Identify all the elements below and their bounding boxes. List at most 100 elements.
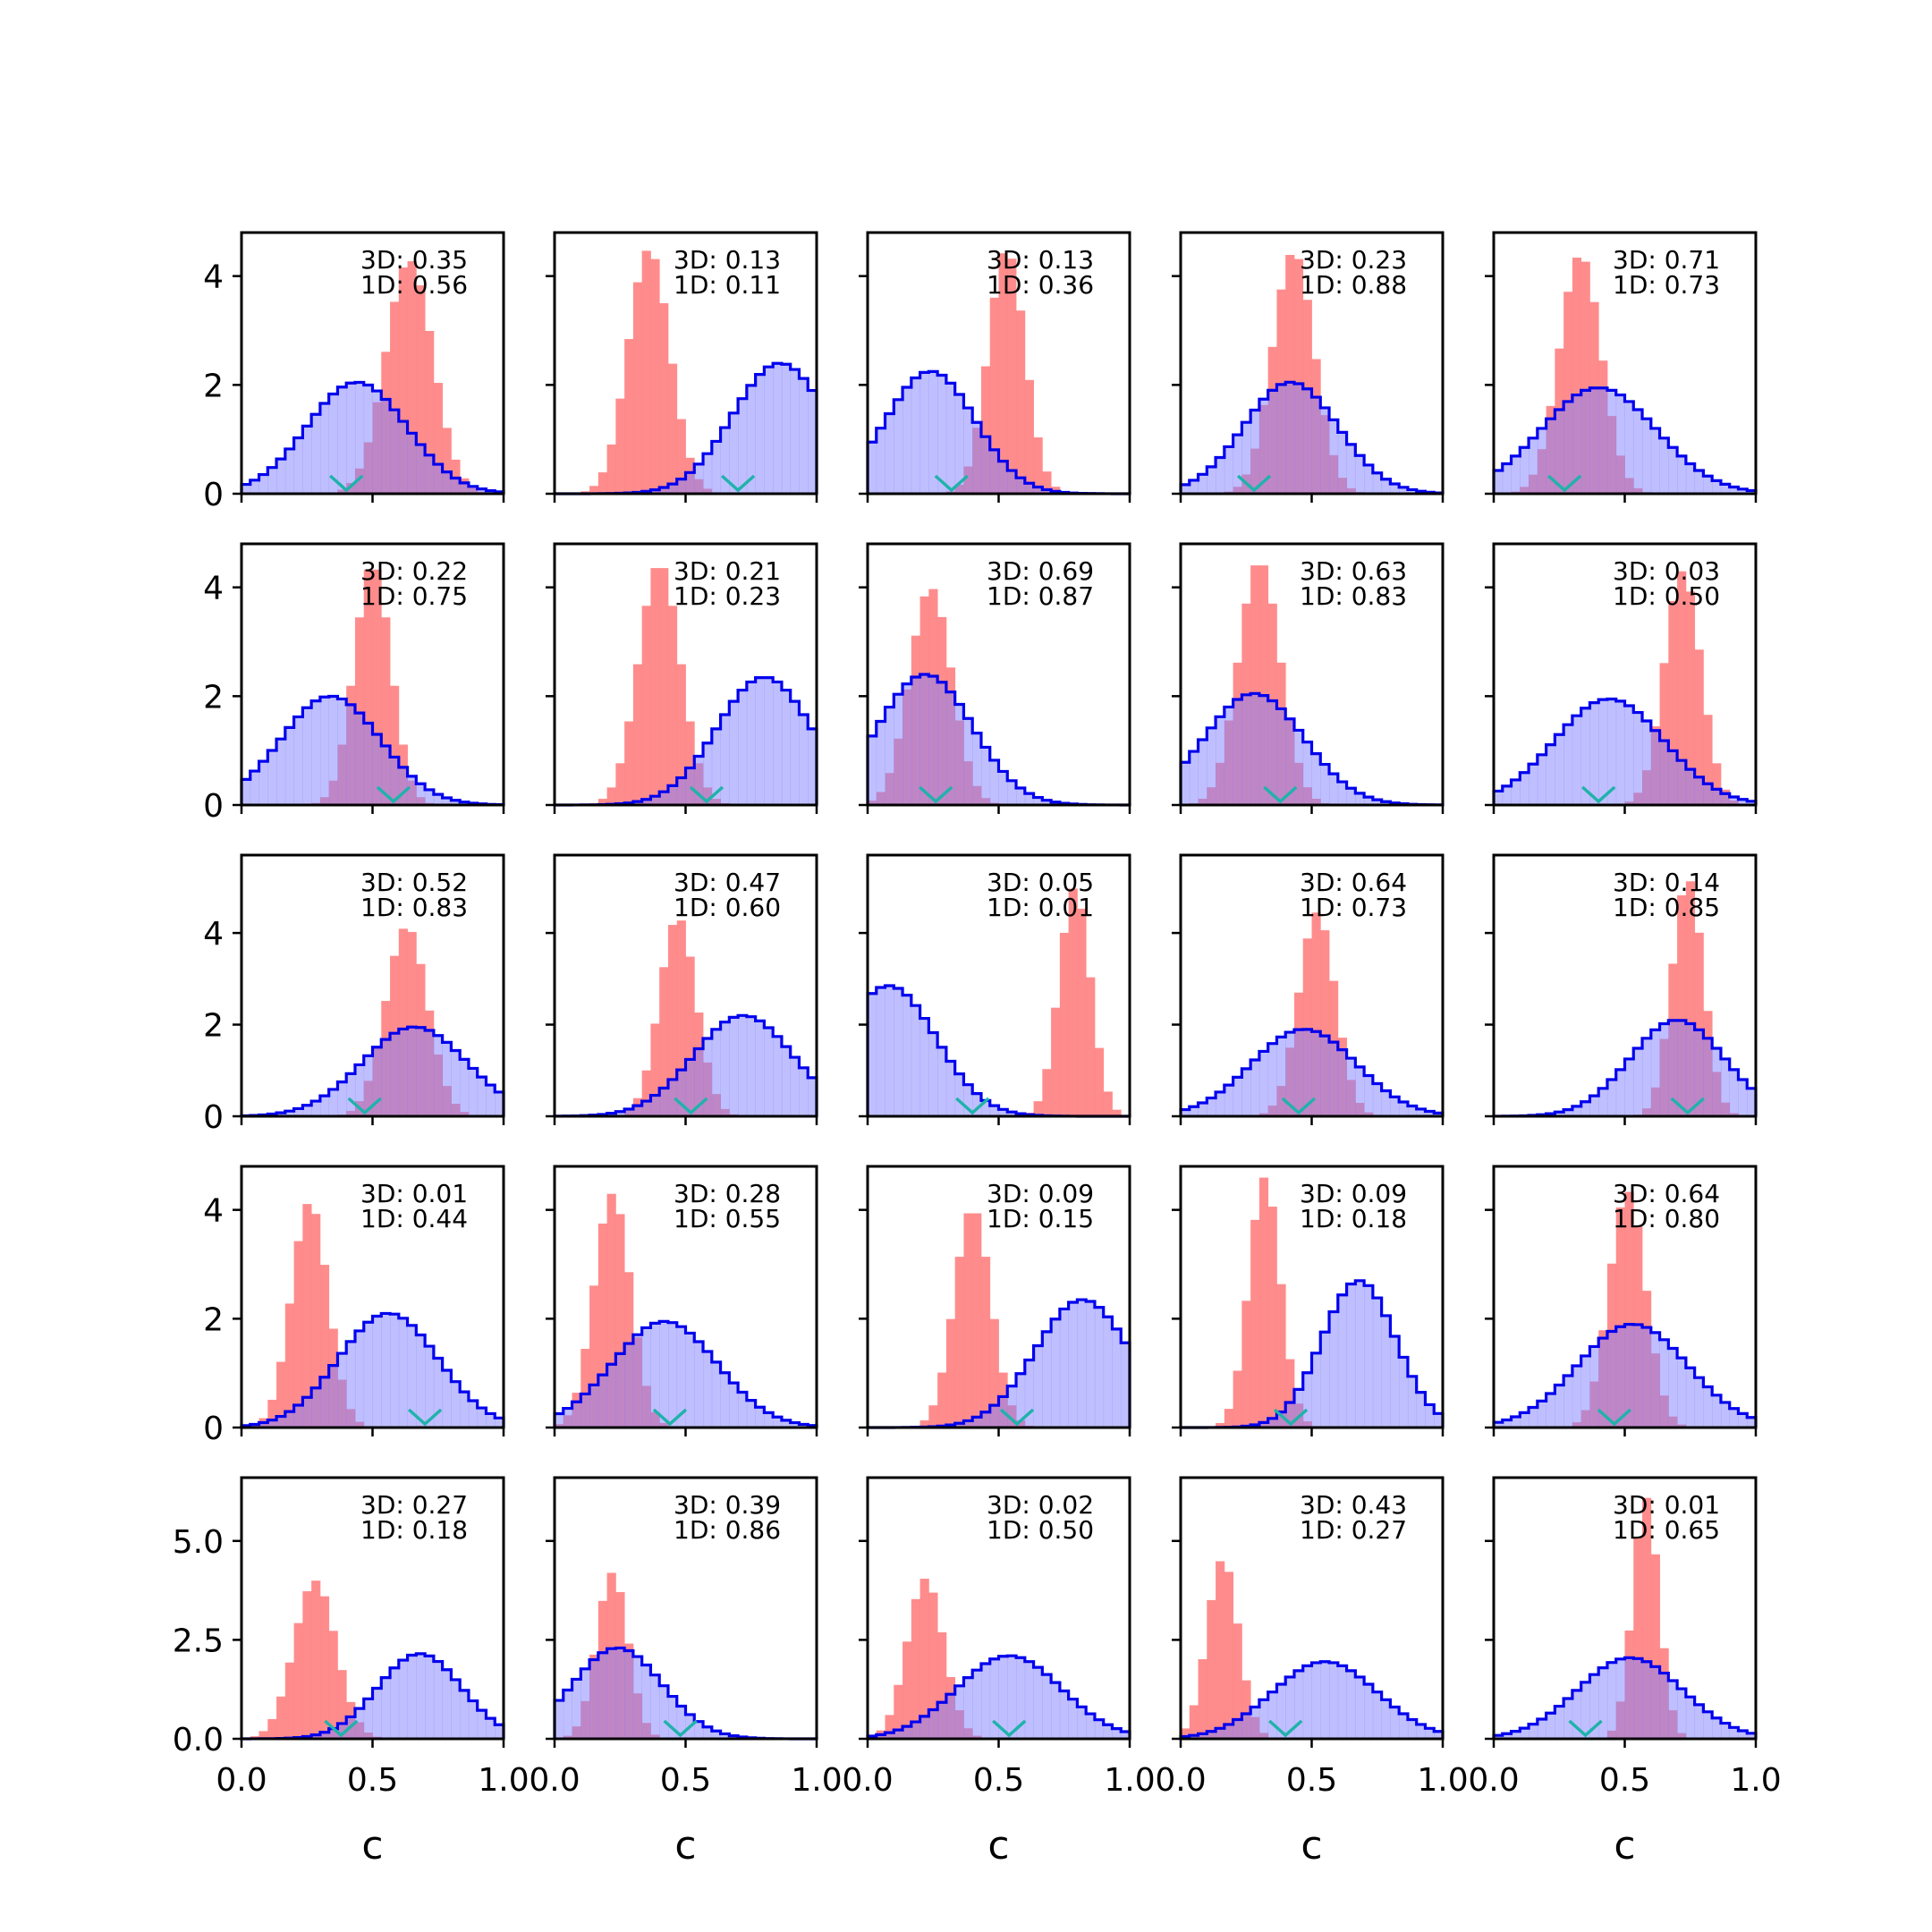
red-bar: [1059, 932, 1070, 1116]
red-bar: [954, 1257, 964, 1428]
red-bar: [1224, 1572, 1233, 1739]
blue-bar: [451, 1381, 461, 1428]
red-bar: [894, 1684, 903, 1739]
blue-bar: [720, 1372, 730, 1428]
blue-bar: [1650, 1030, 1660, 1116]
blue-bar: [442, 1669, 452, 1739]
blue-bar: [363, 723, 373, 805]
y-tick-label: 0: [203, 1099, 224, 1136]
blue-bar: [1033, 1667, 1043, 1739]
blue-bar: [1337, 1294, 1347, 1428]
blue-bar: [1024, 483, 1034, 494]
marker-chevron: [663, 1719, 698, 1738]
blue-bar: [1520, 447, 1530, 494]
red-bar: [980, 1257, 991, 1428]
blue-bar: [276, 739, 286, 805]
blue-bar: [1007, 780, 1017, 805]
blue-bar: [989, 1106, 999, 1116]
blue-bar: [1615, 394, 1625, 494]
blue-bar: [711, 441, 721, 494]
blue-step-outline: [1179, 1660, 1445, 1739]
red-bar: [1250, 565, 1260, 805]
blue-bar: [1633, 409, 1643, 494]
red-bar: [1685, 591, 1696, 805]
blue-bar: [885, 986, 894, 1116]
blue-bar: [1311, 397, 1321, 494]
marker-chevron: [999, 1408, 1035, 1427]
score-3d-label: 3D: 0.01: [360, 1179, 468, 1208]
blue-bar: [346, 1341, 356, 1428]
blue-bar: [1320, 1661, 1330, 1739]
blue-bar: [1364, 797, 1374, 805]
blue-bar: [928, 676, 938, 805]
marker-chevron: [329, 474, 364, 493]
blue-bar: [1311, 1352, 1321, 1428]
blue-bar: [1502, 1419, 1512, 1428]
blue-bar: [477, 488, 487, 494]
blue-step-outline: [1492, 1323, 1758, 1428]
blue-bar: [755, 374, 765, 494]
score-3d-label: 3D: 0.63: [1300, 556, 1407, 586]
blue-bar: [650, 1674, 660, 1739]
red-bar: [390, 685, 400, 805]
blue-bar: [425, 1656, 435, 1739]
blue-bar: [416, 1335, 426, 1428]
red-bar: [597, 799, 607, 805]
marker-chevron: [992, 1719, 1027, 1738]
blue-bar: [293, 1108, 303, 1116]
blue-bar: [711, 1361, 721, 1428]
blue-bar: [1181, 484, 1191, 494]
blue-bar: [319, 1377, 330, 1428]
blue-bar: [1703, 476, 1713, 494]
blue-bar: [1399, 1713, 1409, 1739]
blue-bar: [764, 1027, 774, 1116]
blue-bar: [284, 727, 294, 805]
x-tick-label: 0.5: [973, 1762, 1024, 1799]
red-bar: [1712, 763, 1722, 805]
blue-bar: [799, 1424, 809, 1428]
blue-bar: [1285, 1032, 1295, 1116]
blue-bar: [250, 1424, 259, 1428]
blue-bar: [650, 1095, 660, 1116]
blue-bar: [963, 1084, 973, 1116]
red-bar: [963, 1213, 973, 1428]
blue-bar: [746, 385, 757, 494]
blue-bar: [1537, 1719, 1546, 1739]
blue-bar: [963, 1677, 973, 1739]
score-1d-label: 1D: 0.86: [674, 1515, 781, 1545]
red-bar: [1285, 1359, 1295, 1428]
red-bar: [1042, 471, 1052, 494]
blue-bar: [1364, 1285, 1374, 1428]
blue-bar: [738, 1392, 748, 1428]
blue-bar: [1580, 708, 1590, 805]
score-1d-label: 1D: 0.11: [674, 270, 781, 300]
red-bar: [1241, 1680, 1251, 1739]
blue-bar: [1059, 1309, 1070, 1428]
blue-bar: [1059, 1690, 1070, 1739]
blue-bar: [1738, 799, 1748, 805]
score-1d-label: 1D: 0.50: [987, 1515, 1094, 1545]
x-axis-label: c: [1614, 1823, 1635, 1868]
blue-bar: [416, 1653, 426, 1739]
red-bar: [998, 253, 1008, 494]
blue-bar: [1372, 472, 1383, 494]
red-bar: [676, 419, 686, 494]
blue-bar: [1598, 1338, 1608, 1428]
blue-bar: [746, 682, 757, 805]
red-bar: [624, 721, 634, 805]
blue-bar: [1320, 1332, 1330, 1428]
score-3d-label: 3D: 0.39: [674, 1490, 781, 1520]
score-1d-label: 1D: 0.85: [1613, 893, 1720, 922]
blue-bar: [1086, 1301, 1096, 1428]
blue-bar: [1546, 419, 1555, 494]
score-3d-label: 3D: 0.43: [1300, 1490, 1407, 1520]
blue-bar: [433, 1358, 444, 1428]
blue-bar: [954, 394, 964, 494]
blue-bar: [676, 777, 686, 805]
blue-bar: [1694, 1030, 1704, 1116]
red-bar: [1267, 1207, 1277, 1428]
score-1d-label: 1D: 0.80: [1613, 1204, 1720, 1233]
